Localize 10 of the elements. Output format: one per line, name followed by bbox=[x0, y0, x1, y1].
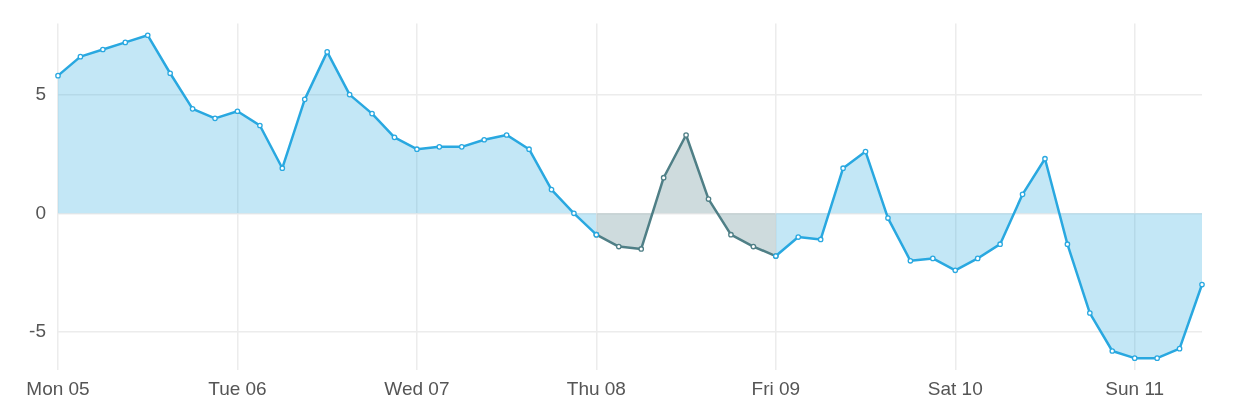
x-tick-label: Sat 10 bbox=[927, 377, 983, 399]
x-tick-label: Thu 08 bbox=[566, 377, 626, 399]
x-tick-label: Tue 06 bbox=[208, 377, 267, 399]
x-tick-label: Fri 09 bbox=[751, 377, 801, 399]
y-tick-label: -5 bbox=[29, 320, 46, 342]
x-tick-label: Wed 07 bbox=[384, 377, 450, 399]
y-tick-label: 0 bbox=[35, 201, 46, 223]
x-tick-label: Mon 05 bbox=[26, 377, 90, 399]
x-tick-label: Sun 11 bbox=[1105, 377, 1165, 399]
y-tick-label: 5 bbox=[35, 82, 46, 104]
